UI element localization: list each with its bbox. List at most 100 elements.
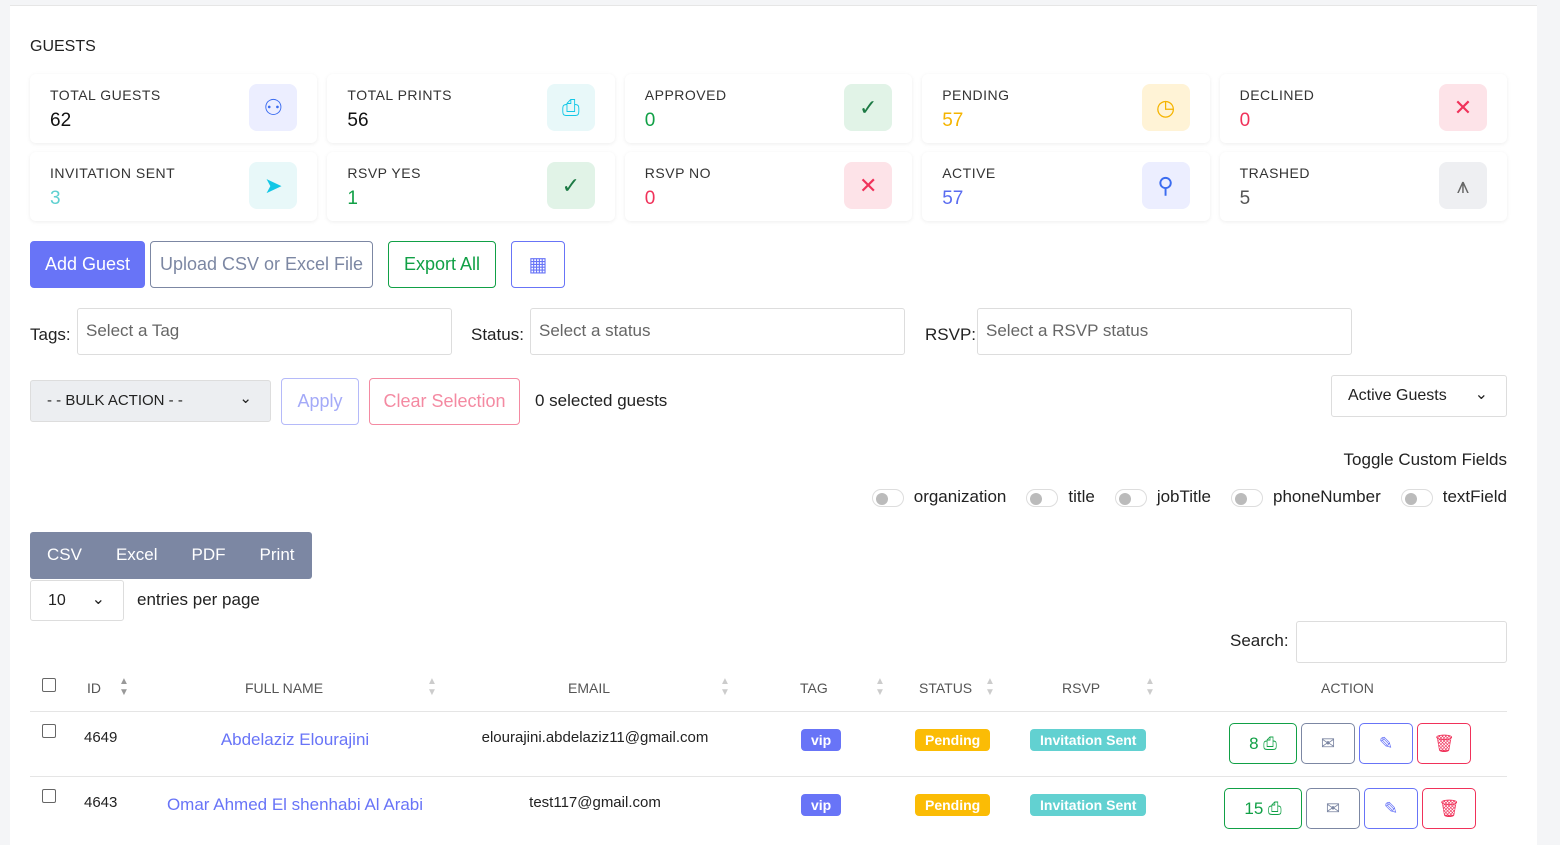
chevron-down-icon: ⌄ xyxy=(1474,386,1488,403)
row-checkbox[interactable] xyxy=(42,789,56,803)
search-input[interactable] xyxy=(1296,621,1507,663)
stat-card: TRASHED 5 ⩚ xyxy=(1219,152,1507,221)
guest-id: 4643 xyxy=(84,794,118,811)
toggle-label: jobTitle xyxy=(1156,487,1211,506)
row-checkbox[interactable] xyxy=(42,724,56,738)
print-badge-button[interactable]: 15 ⎙ xyxy=(1224,788,1302,829)
toggle-switch[interactable] xyxy=(1231,488,1263,507)
selected-count: 0 selected guests xyxy=(535,391,668,410)
export-button-group: CSV Excel PDF Print xyxy=(30,532,312,579)
rsvp-badge: Invitation Sent xyxy=(1030,729,1147,751)
col-status[interactable]: STATUS xyxy=(919,680,973,696)
stat-label: TRASHED xyxy=(1239,165,1310,181)
chevron-down-icon: ⌄ xyxy=(239,390,252,407)
toggle-textField[interactable]: textField xyxy=(1400,487,1507,507)
col-rsvp[interactable]: RSVP xyxy=(1062,680,1101,696)
guest-email: elourajini.abdelaziz11@gmail.com xyxy=(481,729,709,746)
print-badge-button[interactable]: 8 ⎙ xyxy=(1229,723,1297,764)
edit-button[interactable]: ✎ xyxy=(1359,723,1413,764)
sort-icon: ▲ ▼ xyxy=(875,676,885,698)
clear-selection-button[interactable]: Clear Selection xyxy=(369,378,520,425)
stat-card: TOTAL PRINTS 56 ⎙ xyxy=(327,74,615,143)
col-full-name[interactable]: FULL NAME xyxy=(245,680,324,696)
apply-button[interactable]: Apply xyxy=(281,378,359,425)
stat-card: PENDING 57 ◷ xyxy=(922,74,1210,143)
col-tag[interactable]: TAG xyxy=(800,680,828,696)
status-badge: Pending xyxy=(915,794,991,816)
guest-view-select[interactable]: Active Guests ⌄ xyxy=(1331,375,1507,417)
qr-code-button[interactable]: ▦ xyxy=(511,241,565,288)
guest-name-link[interactable]: Omar Ahmed El shenhabi Al Arabi xyxy=(166,795,424,814)
delete-button[interactable]: 🗑 xyxy=(1417,723,1471,764)
page-title: GUESTS xyxy=(30,38,96,55)
stat-value: 5 xyxy=(1239,188,1251,209)
stat-card: RSVP YES 1 ✓ xyxy=(327,152,615,221)
tag-badge: vip xyxy=(801,794,842,816)
check-icon: ✓ xyxy=(844,84,893,131)
sort-icon: ▲ ▼ xyxy=(427,676,437,698)
stat-card: RSVP NO 0 ✕ xyxy=(624,152,913,221)
send-email-button[interactable]: ✉ xyxy=(1301,723,1355,764)
bulk-action-select[interactable]: - - BULK ACTION - - ⌄ xyxy=(30,380,271,422)
clock-icon: ◷ xyxy=(1141,84,1190,131)
table-row xyxy=(30,776,1507,841)
custom-fields-title: Toggle Custom Fields xyxy=(1343,450,1507,469)
stat-value: 0 xyxy=(644,110,656,131)
col-id[interactable]: ID xyxy=(87,680,101,696)
export-excel-button[interactable]: Excel xyxy=(115,545,158,564)
search-label: Search: xyxy=(1230,631,1289,650)
toggle-title[interactable]: title xyxy=(1026,487,1095,507)
send-email-button[interactable]: ✉ xyxy=(1306,788,1360,829)
entries-label: entries per page xyxy=(137,590,260,609)
delete-button[interactable]: 🗑 xyxy=(1422,788,1476,829)
toggle-jobTitle[interactable]: jobTitle xyxy=(1114,487,1211,507)
toggle-label: organization xyxy=(913,487,1007,506)
toggle-switch[interactable] xyxy=(1400,488,1433,507)
select-all-checkbox[interactable] xyxy=(42,678,56,692)
entries-select[interactable]: 10 ⌄ xyxy=(30,580,124,621)
toggle-switch[interactable] xyxy=(1114,488,1147,507)
col-email[interactable]: EMAIL xyxy=(568,680,611,696)
sort-icon: ▲ ▼ xyxy=(119,676,129,698)
guest-view-value: Active Guests xyxy=(1348,387,1447,404)
send-icon: ➤ xyxy=(249,162,298,209)
export-all-button[interactable]: Export All xyxy=(388,241,496,288)
entries-value: 10 xyxy=(48,592,66,609)
stat-label: TOTAL GUESTS xyxy=(50,87,161,103)
user-icon: ⚲ xyxy=(1141,162,1190,209)
users-icon: ⚇ xyxy=(249,84,298,131)
trash-icon: 🗑 xyxy=(1433,733,1455,753)
print-count: 15 xyxy=(1244,798,1264,818)
check-icon: ✓ xyxy=(546,162,595,209)
rsvp-select[interactable]: Select a RSVP status xyxy=(977,308,1352,355)
status-select[interactable]: Select a status xyxy=(530,308,905,355)
stat-card: DECLINED 0 ✕ xyxy=(1219,74,1507,143)
stat-card: TOTAL GUESTS 62 ⚇ xyxy=(30,74,318,143)
rsvp-badge: Invitation Sent xyxy=(1030,794,1147,816)
tags-label: Tags: xyxy=(30,325,71,344)
stat-label: RSVP YES xyxy=(347,165,421,181)
stat-label: RSVP NO xyxy=(644,165,712,181)
stat-card: INVITATION SENT 3 ➤ xyxy=(30,152,318,221)
toggle-phoneNumber[interactable]: phoneNumber xyxy=(1231,487,1381,507)
guest-name-link[interactable]: Abdelaziz Elourajini xyxy=(220,730,370,749)
toggle-switch[interactable] xyxy=(871,488,904,507)
stat-value: 62 xyxy=(50,110,72,131)
toggle-organization[interactable]: organization xyxy=(871,487,1007,507)
toggle-switch[interactable] xyxy=(1026,488,1059,507)
stat-label: DECLINED xyxy=(1239,87,1315,103)
stat-label: PENDING xyxy=(942,87,1010,103)
toggle-label: phoneNumber xyxy=(1273,487,1381,506)
tags-select[interactable]: Select a Tag xyxy=(77,308,452,355)
chevron-down-icon: ⌄ xyxy=(91,591,105,608)
export-csv-button[interactable]: CSV xyxy=(47,545,82,564)
add-guest-button[interactable]: Add Guest xyxy=(30,241,145,288)
upload-file-button[interactable]: Upload CSV or Excel File xyxy=(150,241,373,288)
edit-icon: ✎ xyxy=(1378,733,1394,753)
stat-label: TOTAL PRINTS xyxy=(347,87,452,103)
x-icon: ✕ xyxy=(1438,84,1487,131)
export-pdf-button[interactable]: PDF xyxy=(191,545,226,564)
envelope-icon: ✉ xyxy=(1320,733,1336,753)
export-print-button[interactable]: Print xyxy=(259,545,295,564)
edit-button[interactable]: ✎ xyxy=(1364,788,1418,829)
